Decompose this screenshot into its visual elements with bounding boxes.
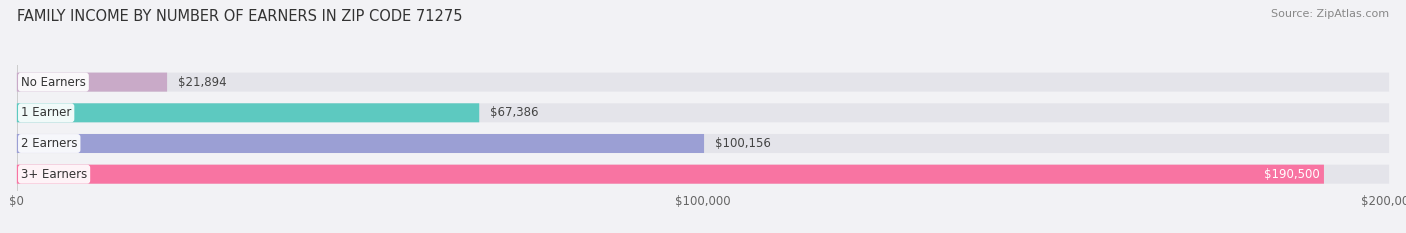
- Text: $190,500: $190,500: [1264, 168, 1320, 181]
- FancyBboxPatch shape: [17, 103, 1389, 122]
- FancyBboxPatch shape: [17, 134, 704, 153]
- FancyBboxPatch shape: [17, 165, 1389, 184]
- Text: No Earners: No Earners: [21, 76, 86, 89]
- Text: 1 Earner: 1 Earner: [21, 106, 72, 119]
- Text: 2 Earners: 2 Earners: [21, 137, 77, 150]
- Text: $67,386: $67,386: [491, 106, 538, 119]
- FancyBboxPatch shape: [17, 73, 1389, 92]
- Text: Source: ZipAtlas.com: Source: ZipAtlas.com: [1271, 9, 1389, 19]
- Text: FAMILY INCOME BY NUMBER OF EARNERS IN ZIP CODE 71275: FAMILY INCOME BY NUMBER OF EARNERS IN ZI…: [17, 9, 463, 24]
- FancyBboxPatch shape: [17, 165, 1324, 184]
- FancyBboxPatch shape: [17, 134, 1389, 153]
- Text: 3+ Earners: 3+ Earners: [21, 168, 87, 181]
- FancyBboxPatch shape: [17, 103, 479, 122]
- FancyBboxPatch shape: [17, 73, 167, 92]
- Text: $100,156: $100,156: [716, 137, 770, 150]
- Text: $21,894: $21,894: [179, 76, 226, 89]
